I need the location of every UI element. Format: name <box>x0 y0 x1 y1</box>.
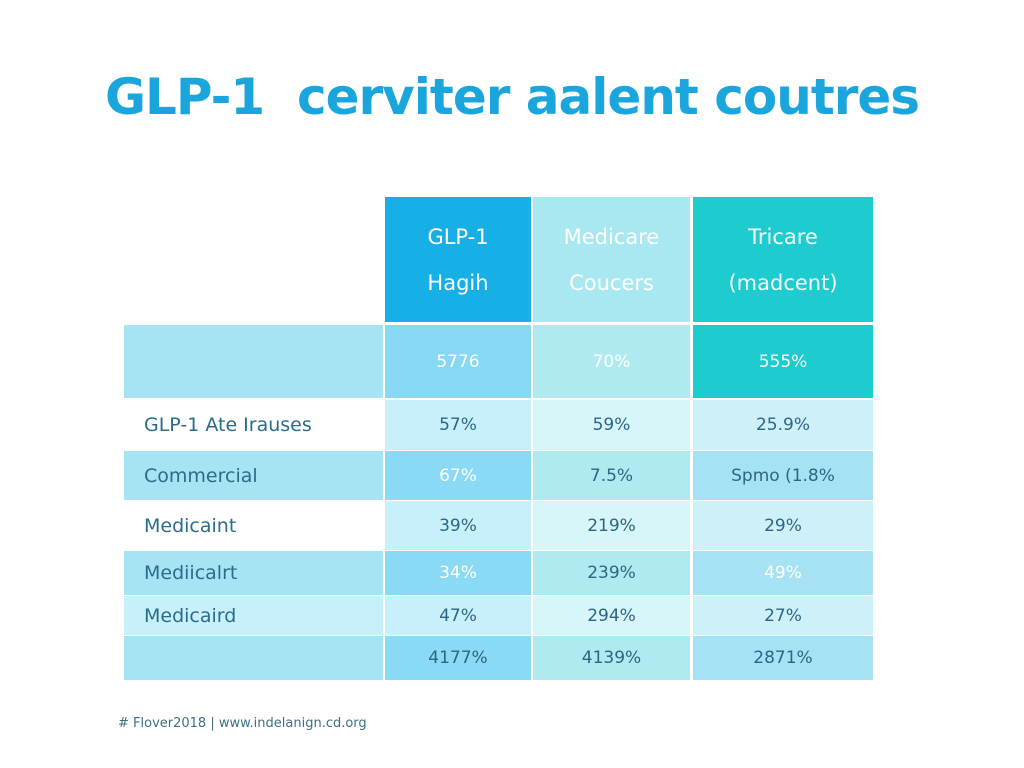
table-cell: 7.5% <box>533 451 690 500</box>
table-cell: 2871% <box>693 636 873 680</box>
row-label: GLP-1 Ate Irauses <box>124 400 383 450</box>
row-label: Commercial <box>124 451 383 500</box>
row-label <box>124 325 383 398</box>
header-glp1-line2: Hagih <box>427 270 489 295</box>
footer-source: # Flover2018 | www.indelanign.cd.org <box>118 716 367 731</box>
table-cell: 34% <box>385 551 531 595</box>
table-cell: 294% <box>533 596 690 635</box>
header-tricare-line1: Tricare <box>748 224 818 249</box>
header-tricare: Tricare (madcent) <box>693 197 873 322</box>
table-cell: 4177% <box>385 636 531 680</box>
table-cell: 67% <box>385 451 531 500</box>
table-cell: 49% <box>693 551 873 595</box>
table-cell: 25.9% <box>693 400 873 450</box>
table-cell: 70% <box>533 325 690 398</box>
table-cell: 57% <box>385 400 531 450</box>
row-label <box>124 636 383 680</box>
table-cell: 47% <box>385 596 531 635</box>
header-glp1: GLP-1 Hagih <box>385 197 531 322</box>
header-medicare-line2: Coucers <box>569 270 654 295</box>
table-cell: 4139% <box>533 636 690 680</box>
header-medicare-line1: Medicare <box>563 224 660 249</box>
row-label: Mediicalrt <box>124 551 383 595</box>
table-cell: 219% <box>533 501 690 550</box>
table-cell: 59% <box>533 400 690 450</box>
table-cell: 29% <box>693 501 873 550</box>
header-tricare-line2: (madcent) <box>728 270 838 295</box>
table-cell: 239% <box>533 551 690 595</box>
row-label: Medicaint <box>124 501 383 550</box>
header-glp1-line1: GLP-1 <box>427 224 489 249</box>
row-label: Medicaird <box>124 596 383 635</box>
header-medicare: Medicare Coucers <box>533 197 690 322</box>
table-cell: 5776 <box>385 325 531 398</box>
table-cell: 27% <box>693 596 873 635</box>
table-cell: 555% <box>693 325 873 398</box>
page-title: GLP-1 cerviter aalent coutres <box>104 68 920 126</box>
table-cell: 39% <box>385 501 531 550</box>
table-cell: Spmo (1.8% <box>693 451 873 500</box>
